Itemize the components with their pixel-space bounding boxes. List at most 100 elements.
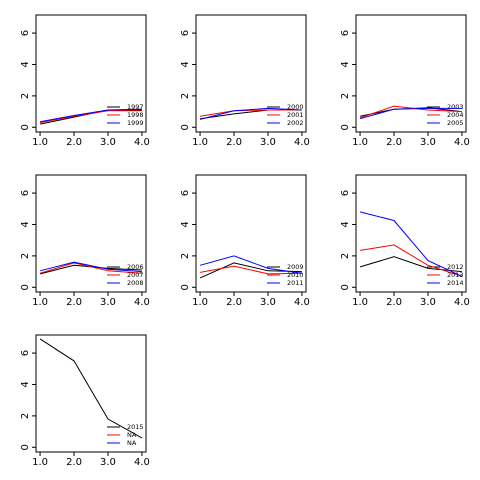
x-tick-label: 4.0 (454, 137, 470, 148)
y-tick-label: 4 (180, 61, 191, 67)
x-tick-label: 2.0 (66, 137, 82, 148)
x-tick-label: 4.0 (134, 457, 150, 468)
x-tick-label: 3.0 (100, 297, 116, 308)
y-tick-label: 2 (180, 93, 191, 99)
legend-label: 2011 (287, 279, 304, 287)
y-tick-label: 2 (340, 253, 351, 259)
legend-label: 2009 (287, 263, 304, 271)
series-line (200, 109, 302, 117)
plot-frame (195, 14, 307, 133)
legend-label: 1999 (127, 119, 144, 127)
y-tick-label: 4 (180, 221, 191, 227)
y-tick-label: 6 (20, 30, 31, 36)
y-tick-label: 2 (20, 413, 31, 419)
series-line (39, 262, 142, 274)
x-tick-label: 1.0 (352, 297, 368, 308)
x-tick-label: 4.0 (294, 297, 310, 308)
series-line (359, 211, 463, 277)
series-line (39, 261, 142, 273)
plot-frame (35, 334, 147, 453)
legend-label: 1997 (127, 103, 144, 111)
y-tick-label: 0 (340, 124, 351, 130)
legend-label: NA (127, 439, 137, 447)
x-tick-label: 2.0 (66, 297, 82, 308)
y-tick-label: 0 (340, 284, 351, 290)
plot-frame (195, 174, 307, 293)
plot-frame (355, 14, 467, 133)
y-tick-label: 4 (340, 221, 351, 227)
x-tick-label: 4.0 (454, 297, 470, 308)
plot-frame (35, 174, 147, 293)
legend-label: 2004 (447, 111, 464, 119)
x-tick-label: 4.0 (294, 137, 310, 148)
series-line (199, 107, 302, 120)
legend-label: 2015 (127, 423, 144, 431)
legend-label: 2010 (287, 271, 304, 279)
y-tick-label: 6 (340, 30, 351, 36)
legend-label: 2008 (127, 279, 144, 287)
x-tick-label: 3.0 (260, 137, 276, 148)
series-line (40, 110, 142, 124)
legend-label: 2000 (287, 103, 304, 111)
legend-label: 2013 (447, 271, 464, 279)
x-tick-label: 1.0 (352, 137, 368, 148)
legend-label: 2006 (127, 263, 144, 271)
legend-label: NA (127, 431, 137, 439)
x-tick-label: 3.0 (260, 297, 276, 308)
x-tick-label: 2.0 (226, 297, 242, 308)
x-tick-label: 4.0 (134, 297, 150, 308)
plot-frame (35, 14, 147, 133)
y-tick-label: 2 (20, 253, 31, 259)
y-tick-label: 0 (20, 124, 31, 130)
legend-label: 2003 (447, 103, 464, 111)
y-tick-label: 0 (180, 124, 191, 130)
y-tick-label: 6 (20, 350, 31, 356)
x-tick-label: 2.0 (226, 137, 242, 148)
x-tick-label: 3.0 (100, 457, 116, 468)
plot-frame (355, 174, 467, 293)
series-line (40, 108, 142, 123)
y-tick-label: 4 (20, 61, 31, 67)
legend-label: 2002 (287, 119, 304, 127)
x-tick-label: 1.0 (32, 457, 48, 468)
y-tick-label: 2 (340, 93, 351, 99)
x-tick-label: 1.0 (192, 137, 208, 148)
x-tick-label: 2.0 (386, 137, 402, 148)
series-line (359, 107, 462, 120)
y-tick-label: 4 (20, 381, 31, 387)
x-tick-label: 2.0 (386, 297, 402, 308)
y-tick-label: 6 (180, 30, 191, 36)
x-tick-label: 1.0 (192, 297, 208, 308)
y-tick-label: 4 (20, 221, 31, 227)
y-tick-label: 4 (340, 61, 351, 67)
series-line (359, 105, 462, 119)
x-tick-label: 2.0 (66, 457, 82, 468)
series-line (360, 244, 463, 277)
y-tick-label: 6 (340, 190, 351, 196)
y-tick-label: 2 (180, 253, 191, 259)
series-line (359, 256, 462, 273)
x-tick-label: 3.0 (420, 137, 436, 148)
series-line (39, 338, 143, 439)
series-line (199, 255, 302, 274)
x-tick-label: 1.0 (32, 297, 48, 308)
y-tick-label: 6 (180, 190, 191, 196)
legend-label: 2001 (287, 111, 304, 119)
y-tick-label: 2 (20, 93, 31, 99)
legend-label: 2007 (127, 271, 144, 279)
x-tick-label: 1.0 (32, 137, 48, 148)
x-tick-label: 4.0 (134, 137, 150, 148)
legend-label: 1998 (127, 111, 144, 119)
y-tick-label: 0 (20, 444, 31, 450)
legend-label: 2012 (447, 263, 464, 271)
series-line (200, 265, 302, 275)
y-tick-label: 0 (20, 284, 31, 290)
